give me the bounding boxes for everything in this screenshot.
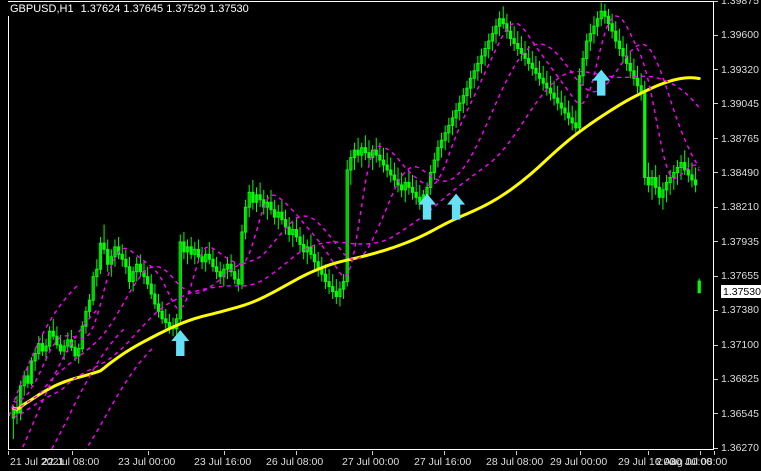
- time-tick-mark: [372, 451, 373, 455]
- price-tick-label: 1.36825: [721, 373, 759, 386]
- price-tick-mark: [714, 34, 718, 36]
- price-tick-mark: [714, 275, 718, 277]
- time-axis-label: 21 Jul 2021: [10, 456, 65, 468]
- price-axis-tick: 1.36270: [714, 442, 759, 454]
- band-line-2: [13, 70, 700, 418]
- time-tick-mark: [72, 451, 73, 455]
- price-tick-mark: [714, 447, 718, 449]
- time-axis-label: 27 Jul 00:00: [342, 456, 400, 468]
- time-axis-label: 27 Jul 16:00: [414, 456, 472, 468]
- chart-canvas: [9, 2, 701, 449]
- price-axis-tick: 1.37100: [714, 339, 759, 351]
- price-tick-mark: [714, 172, 718, 174]
- time-axis[interactable]: 21 Jul 2021 22 Jul 08:00 23 Jul 00:00 23 Ju…: [0, 451, 761, 471]
- price-tick-mark: [714, 0, 718, 2]
- price-tick-label: 1.38765: [721, 132, 759, 145]
- price-tick-label: 1.37380: [721, 304, 759, 317]
- price-tick-label: 1.39320: [721, 63, 759, 76]
- time-tick-mark: [714, 451, 715, 455]
- time-tick-mark: [700, 451, 701, 455]
- price-tick-mark: [714, 344, 718, 346]
- time-tick-mark: [224, 451, 225, 455]
- buy-arrow-icon: [592, 69, 611, 96]
- time-axis-label: 23 Jul 00:00: [118, 456, 176, 468]
- price-tick-mark: [714, 103, 718, 105]
- band-tail-3: [85, 347, 154, 449]
- time-axis-label: 29 Jul 16:00: [618, 456, 676, 468]
- price-axis-tick: 1.39875: [714, 0, 759, 7]
- price-tick-label: 1.38490: [721, 166, 759, 179]
- buy-arrow-icon: [447, 193, 466, 220]
- price-tick-mark: [714, 206, 718, 208]
- moving-average-line: [11, 76, 701, 411]
- band-tail-2: [50, 327, 126, 449]
- time-axis-label: 22 Jul 08:00: [42, 456, 100, 468]
- candlestick-series: [11, 2, 701, 440]
- time-axis-label: 2 Aug 00:00: [656, 456, 713, 468]
- price-tick-mark: [714, 378, 718, 380]
- price-axis-tick: 1.36545: [714, 408, 759, 420]
- time-tick-mark: [444, 451, 445, 455]
- price-tick-label: 1.39875: [721, 0, 759, 7]
- time-axis-label: 26 Jul 08:00: [266, 456, 324, 468]
- price-axis-tick: 1.39600: [714, 29, 759, 41]
- time-tick-mark: [148, 451, 149, 455]
- price-tick-mark: [714, 241, 718, 243]
- price-tick-mark: [714, 309, 718, 311]
- price-axis-tick: 1.38210: [714, 201, 759, 213]
- time-axis-label: 30 Jul 08:00: [670, 456, 728, 468]
- price-tick-mark: [714, 69, 718, 71]
- price-tick-mark: [714, 413, 718, 415]
- time-tick-mark: [296, 451, 297, 455]
- price-tick-label: 1.39600: [721, 29, 759, 42]
- price-tick-label: 1.38210: [721, 201, 759, 214]
- price-axis-tick: 1.38765: [714, 133, 759, 145]
- price-tick-label: 1.36545: [721, 407, 759, 420]
- price-tick-label: 1.37655: [721, 270, 759, 283]
- time-tick-mark: [648, 451, 649, 455]
- price-axis[interactable]: 1.39875 1.39600 1.39320 1.39045 1.38765 1.384…: [714, 0, 761, 471]
- time-tick-mark: [8, 451, 9, 455]
- time-tick-mark: [580, 451, 581, 455]
- price-tick-label: 1.39045: [721, 97, 759, 110]
- band-tail-0: [9, 285, 78, 419]
- price-axis-tick: 1.37655: [714, 270, 759, 282]
- price-tick-label: 1.36270: [721, 442, 759, 454]
- time-axis-label: 28 Jul 08:00: [486, 456, 544, 468]
- price-tick-label: 1.37100: [721, 339, 759, 352]
- time-axis-label: 23 Jul 16:00: [194, 456, 252, 468]
- time-tick-mark: [516, 451, 517, 455]
- price-axis-tick: 1.39045: [714, 98, 759, 110]
- time-axis-label: 29 Jul 00:00: [550, 456, 608, 468]
- price-tick-mark: [714, 138, 718, 140]
- symbol-period-label: GBPUSD,H1: [10, 3, 74, 15]
- symbol-header: GBPUSD,H1 1.37624 1.37645 1.37529 1.3753…: [6, 2, 253, 16]
- ohlc-values-label: 1.37624 1.37645 1.37529 1.37530: [80, 3, 249, 15]
- price-tick-label: 1.37935: [721, 235, 759, 248]
- price-axis-tick: 1.36825: [714, 373, 759, 385]
- buy-arrow-icon: [171, 329, 190, 356]
- current-price-marker: 1.37530: [721, 285, 761, 299]
- price-axis-tick: 1.37935: [714, 236, 759, 248]
- price-axis-tick: 1.39320: [714, 64, 759, 76]
- price-axis-tick: 1.38490: [714, 167, 759, 179]
- buy-arrow-icon: [418, 193, 437, 220]
- chart-plot-area[interactable]: [8, 1, 714, 450]
- price-axis-tick: 1.37380: [714, 304, 759, 316]
